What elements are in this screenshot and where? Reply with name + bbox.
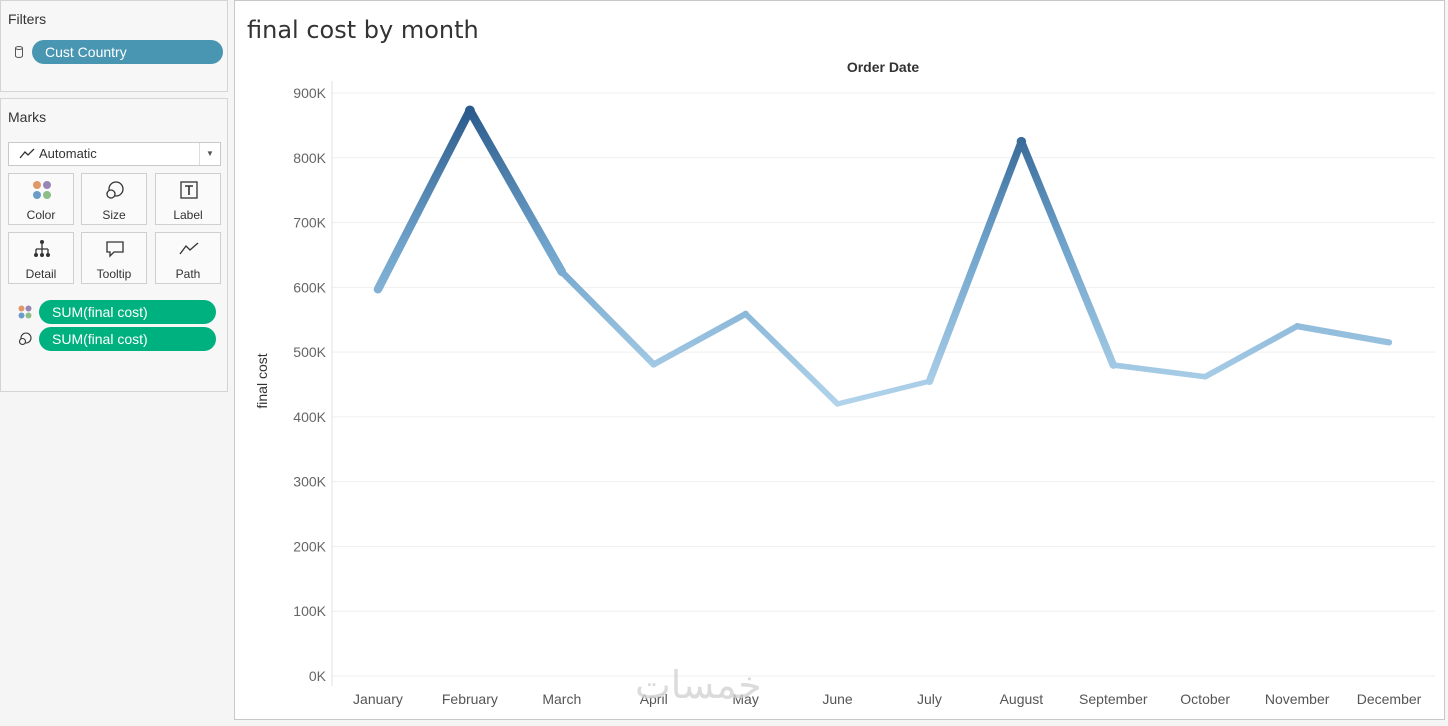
watermark-logo: خمسات bbox=[635, 663, 762, 707]
detail-button-label: Detail bbox=[25, 267, 57, 281]
y-tick-label: 700K bbox=[293, 215, 326, 231]
label-button-label: Label bbox=[173, 208, 203, 222]
y-tick-label: 800K bbox=[293, 150, 326, 166]
mark-type-select[interactable]: Automatic ▼ bbox=[8, 142, 221, 166]
y-tick-label: 100K bbox=[293, 603, 326, 619]
size-circles-icon bbox=[106, 181, 124, 199]
data-point[interactable] bbox=[1016, 136, 1027, 147]
x-tick-label: December bbox=[1357, 691, 1422, 707]
line-segment[interactable] bbox=[650, 310, 749, 368]
data-point[interactable] bbox=[1293, 323, 1301, 330]
line-segment[interactable] bbox=[742, 311, 841, 407]
label-t-icon bbox=[180, 181, 198, 199]
x-tick-label: April bbox=[640, 691, 668, 707]
detail-button[interactable]: Detail bbox=[8, 232, 74, 284]
color-field-pill[interactable]: SUM(final cost) bbox=[39, 300, 216, 324]
left-panel: Filters Cust Country Marks Automatic ▼ C… bbox=[0, 0, 229, 726]
data-point[interactable] bbox=[835, 401, 841, 407]
line-chart: 0K 100K 200K 300K 400K 500K 600K 700K 800K 900K f… bbox=[254, 81, 1435, 707]
tooltip-bubble-icon bbox=[106, 241, 124, 258]
color-dots-icon bbox=[18, 305, 32, 319]
size-button-label: Size bbox=[102, 208, 126, 222]
tooltip-button-label: Tooltip bbox=[96, 267, 132, 281]
y-tick-label: 900K bbox=[293, 85, 326, 101]
y-tick-label: 500K bbox=[293, 344, 326, 360]
path-button[interactable]: Path bbox=[155, 232, 221, 284]
size-circles-icon bbox=[18, 332, 32, 346]
data-point[interactable] bbox=[464, 105, 475, 116]
x-tick-label: July bbox=[917, 691, 942, 707]
color-dots-icon bbox=[33, 181, 51, 199]
chevron-down-icon[interactable]: ▼ bbox=[199, 143, 220, 165]
x-tick-label: October bbox=[1180, 691, 1230, 707]
color-button-label: Color bbox=[26, 208, 56, 222]
x-tick-label: March bbox=[542, 691, 581, 707]
filters-title: Filters bbox=[8, 11, 47, 27]
line-segment[interactable] bbox=[1202, 323, 1301, 380]
x-tick-label: June bbox=[822, 691, 853, 707]
x-tick-labels: January February March April May June July Augu… bbox=[353, 691, 1422, 707]
worksheet-view: final cost by month Order Date 0K 100K 200… bbox=[234, 0, 1445, 720]
line-segment[interactable] bbox=[558, 268, 657, 368]
line-segment[interactable] bbox=[925, 137, 1026, 385]
column-header-order-date: Order Date bbox=[846, 59, 920, 75]
y-tick-label: 200K bbox=[293, 538, 326, 554]
line-segment[interactable] bbox=[834, 378, 933, 407]
data-point[interactable] bbox=[1202, 373, 1208, 380]
data-point[interactable] bbox=[926, 378, 933, 384]
marks-card: Marks Automatic ▼ Color Size bbox=[0, 98, 228, 392]
y-axis-title: final cost bbox=[254, 353, 270, 408]
marks-title: Marks bbox=[8, 109, 47, 125]
y-tick-label: 300K bbox=[293, 474, 326, 490]
y-tick-label: 600K bbox=[293, 279, 326, 295]
size-field-pill[interactable]: SUM(final cost) bbox=[39, 327, 216, 351]
data-point[interactable] bbox=[1110, 362, 1117, 368]
x-tick-label: February bbox=[442, 691, 498, 707]
sheet-title: final cost by month bbox=[247, 16, 479, 44]
path-button-label: Path bbox=[175, 267, 201, 281]
tooltip-button[interactable]: Tooltip bbox=[81, 232, 147, 284]
data-point[interactable] bbox=[742, 310, 749, 318]
mark-type-value: Automatic bbox=[39, 146, 97, 161]
database-icon bbox=[15, 46, 23, 58]
x-tick-label: May bbox=[732, 691, 758, 707]
y-tick-label: 400K bbox=[293, 409, 326, 425]
data-point[interactable] bbox=[650, 361, 657, 368]
path-line-icon bbox=[179, 242, 199, 255]
color-button[interactable]: Color bbox=[8, 173, 74, 225]
filter-pill-cust-country[interactable]: Cust Country bbox=[32, 40, 223, 64]
y-tick-labels: 0K 100K 200K 300K 400K 500K 600K 700K 800K 900K bbox=[293, 85, 326, 684]
filters-card: Filters Cust Country bbox=[0, 0, 228, 92]
y-tick-label: 0K bbox=[309, 668, 327, 684]
data-point[interactable] bbox=[374, 285, 382, 293]
x-tick-label: August bbox=[1000, 691, 1044, 707]
size-button[interactable]: Size bbox=[81, 173, 147, 225]
line-segment[interactable] bbox=[465, 106, 567, 277]
x-tick-label: November bbox=[1265, 691, 1330, 707]
data-point[interactable] bbox=[558, 268, 566, 276]
line-segment[interactable] bbox=[1294, 323, 1393, 346]
data-point[interactable] bbox=[1386, 339, 1393, 346]
grid-lines bbox=[332, 92, 1435, 677]
detail-tree-icon bbox=[34, 240, 50, 257]
x-tick-label: January bbox=[353, 691, 403, 707]
line-segment[interactable] bbox=[373, 106, 475, 294]
line-segment[interactable] bbox=[1017, 137, 1118, 369]
x-tick-label: September bbox=[1079, 691, 1148, 707]
label-button[interactable]: Label bbox=[155, 173, 221, 225]
line-segment[interactable] bbox=[1110, 362, 1208, 380]
series-line bbox=[373, 105, 1393, 407]
line-mark-icon bbox=[19, 148, 35, 159]
